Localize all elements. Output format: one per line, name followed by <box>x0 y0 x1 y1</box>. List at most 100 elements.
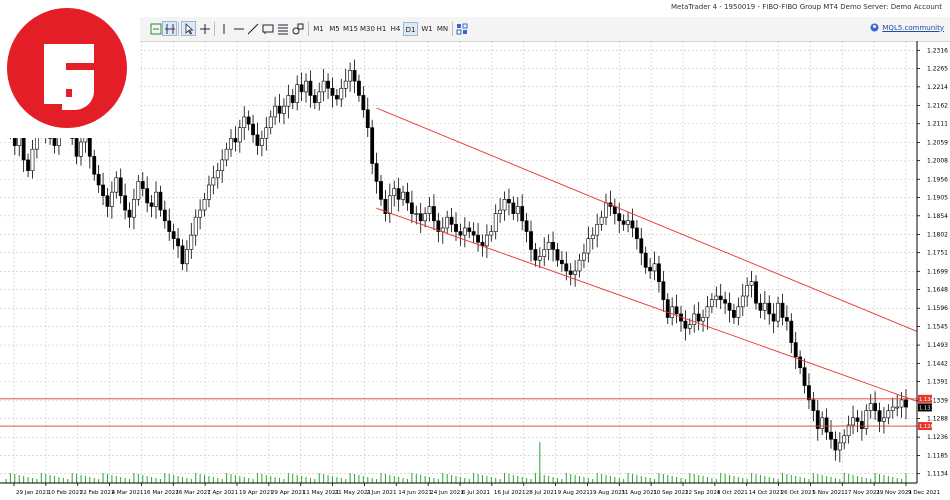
timeframe-h1[interactable]: H1 <box>376 25 387 33</box>
candle-body <box>780 302 785 318</box>
candle-body <box>705 306 710 318</box>
timeframe-w1[interactable]: W1 <box>421 25 433 33</box>
candle-body <box>904 399 908 408</box>
candle-body <box>582 252 586 261</box>
time-tick-label: 2 Jun 2021 <box>366 490 397 496</box>
timeframe-m5[interactable]: M5 <box>329 25 340 33</box>
timeframe-m15[interactable]: M15 <box>343 25 358 33</box>
window-title: MetaTrader 4 - 1950019 - FIBO-FIBO Group… <box>671 3 942 11</box>
candle-body <box>176 238 180 247</box>
candle-body <box>101 184 105 197</box>
candle-body <box>864 410 869 429</box>
candle-body <box>511 202 516 214</box>
candle-body <box>193 216 198 236</box>
chart-grid-icon[interactable] <box>162 21 177 36</box>
candle-body <box>657 263 661 283</box>
candle-body <box>321 80 326 93</box>
crosshair-icon[interactable] <box>197 21 212 36</box>
candle-body <box>409 202 414 214</box>
volume-bars <box>5 442 907 483</box>
toolbar-separator <box>214 22 215 36</box>
candle-body <box>489 231 494 236</box>
candle-body <box>158 191 163 211</box>
candle-body <box>423 213 428 222</box>
candle-body <box>754 281 758 304</box>
fibonacci-icon[interactable] <box>275 21 290 36</box>
candle-body <box>334 95 339 100</box>
trendline-icon[interactable] <box>245 21 260 36</box>
candle-body <box>617 213 622 222</box>
candle-body <box>264 127 269 139</box>
candle-body <box>286 95 291 107</box>
candle-body <box>652 263 657 272</box>
text-icon[interactable] <box>260 21 275 36</box>
candle-body <box>436 220 441 232</box>
price-tick-label: 1.2111 <box>927 121 948 128</box>
time-tick-label: 28 Jul 2021 <box>526 490 558 496</box>
candle-body <box>683 320 688 329</box>
candle-body <box>639 238 644 254</box>
candle-body <box>798 356 803 368</box>
candle-body <box>507 199 511 204</box>
toolbar-separator <box>452 22 453 36</box>
candle-body <box>229 138 233 150</box>
price-tick-label: 1.1442 <box>927 360 948 367</box>
mql5-community-link[interactable]: MQL5.community <box>870 23 944 32</box>
price-chart[interactable]: 1.2316 1.2265 1.2214 1.2162 1.2111 1.2059 1.20… <box>0 41 950 500</box>
cursor-icon[interactable] <box>181 21 196 36</box>
candle-body <box>123 195 128 211</box>
candle-body <box>189 234 194 250</box>
timeframe-h4[interactable]: H4 <box>390 25 401 33</box>
price-tick-label: 1.1339 <box>927 397 948 404</box>
time-tick-label: 7 Apr 2021 <box>207 490 238 496</box>
vertical-line-icon[interactable] <box>216 21 231 36</box>
time-tick-label: 26 Oct 2021 <box>781 490 816 496</box>
candle-body <box>555 249 560 261</box>
chart-objects <box>0 107 918 427</box>
timeframe-d1[interactable]: D1 <box>403 22 418 36</box>
periods-icon[interactable] <box>454 21 469 36</box>
candle-body <box>26 159 30 171</box>
candle-body <box>233 138 238 143</box>
candle-body <box>202 199 207 211</box>
time-tick-label: 5 Nov 2021 <box>812 490 845 496</box>
candle-body <box>551 241 555 250</box>
candle-body <box>586 238 591 254</box>
candle-body <box>471 231 476 236</box>
candle-body <box>242 116 247 128</box>
time-tick-label: 22 Sep 2021 <box>685 490 721 496</box>
shapes-icon[interactable] <box>290 21 305 36</box>
candle-body <box>696 313 701 322</box>
candle-body <box>374 163 379 182</box>
candle-body <box>886 410 891 419</box>
candle-body <box>352 70 357 82</box>
candle-body <box>626 220 630 225</box>
candle-body <box>215 170 220 179</box>
candle-body <box>665 299 670 318</box>
candle-body <box>462 227 467 236</box>
timeframe-m1[interactable]: M1 <box>313 25 324 33</box>
time-tick-label: 14 Oct 2021 <box>749 490 784 496</box>
candle-body <box>432 206 436 222</box>
candle-body <box>758 302 763 311</box>
zoom-icon[interactable] <box>148 21 163 36</box>
candle-body <box>824 417 829 433</box>
price-tick-label: 1.2162 <box>927 102 948 109</box>
time-tick-label: 9 Aug 2021 <box>558 490 591 496</box>
candle-body <box>789 320 794 343</box>
candle-body <box>542 249 547 257</box>
candle-body <box>259 138 264 146</box>
toolbar-separator <box>178 22 179 36</box>
candle-body <box>648 267 653 272</box>
candle-body <box>370 127 375 164</box>
candle-body <box>458 231 463 236</box>
timeframe-m30[interactable]: M30 <box>360 25 375 33</box>
time-tick-label: 19 Aug 2021 <box>589 490 625 496</box>
channel-upper-line <box>376 107 918 332</box>
timeframe-mn[interactable]: MN <box>436 25 449 33</box>
candle-body <box>180 245 185 265</box>
price-tick-label: 1.1596 <box>927 305 948 312</box>
horizontal-line-icon[interactable] <box>231 21 246 36</box>
candle-body <box>30 148 35 171</box>
time-tick-label: 22 Feb 2021 <box>80 490 115 496</box>
